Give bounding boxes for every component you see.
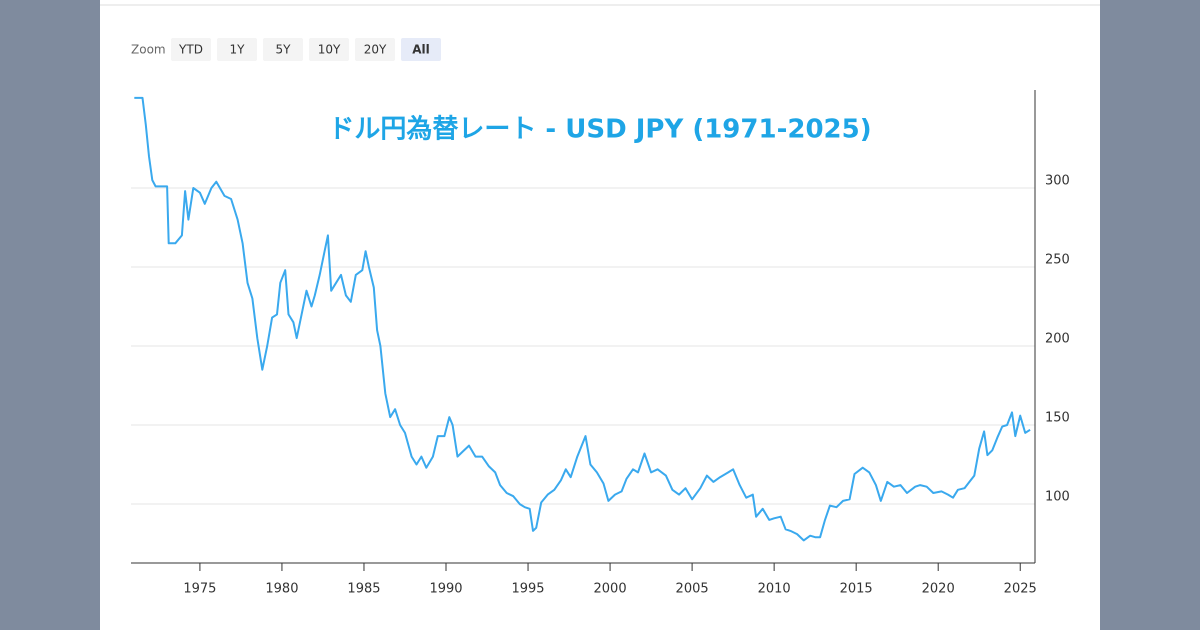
zoom-button-label[interactable]: 20Y [364,43,387,57]
zoom-button[interactable] [171,38,211,61]
x-tick-label: 1990 [429,582,462,597]
zoom-button-label[interactable]: 5Y [276,43,292,57]
x-tick-label: 1995 [511,582,544,597]
x-tick-label: 1985 [347,582,380,597]
zoom-button[interactable] [355,38,395,61]
zoom-label: Zoom [131,43,166,57]
zoom-button-label[interactable]: YTD [178,43,203,57]
y-tick-label: 100 [1045,490,1070,505]
chart-title: ドル円為替レート - USD JPY (1971-2025) [328,115,871,145]
x-tick-label: 2010 [758,582,791,597]
zoom-button-label[interactable]: 10Y [318,43,341,57]
x-tick-label: 1980 [265,582,298,597]
zoom-button-label[interactable]: 1Y [230,43,246,57]
price-line [134,96,1031,542]
zoom-button[interactable] [401,38,441,61]
x-tick-label: 2000 [594,582,627,597]
x-tick-label: 2015 [840,582,873,597]
x-tick-label: 2005 [676,582,709,597]
y-tick-label: 150 [1045,411,1070,426]
zoom-button[interactable] [217,38,257,61]
y-tick-label: 200 [1045,332,1070,347]
zoom-button[interactable] [309,38,349,61]
y-tick-label: 300 [1045,173,1070,188]
zoom-button-label[interactable]: All [412,43,430,57]
x-tick-label: 1975 [183,582,216,597]
x-tick-label: 2025 [1004,582,1037,597]
panel [100,0,1100,630]
x-tick-label: 2020 [922,582,955,597]
y-tick-label: 250 [1045,252,1070,267]
zoom-button[interactable] [263,38,303,61]
